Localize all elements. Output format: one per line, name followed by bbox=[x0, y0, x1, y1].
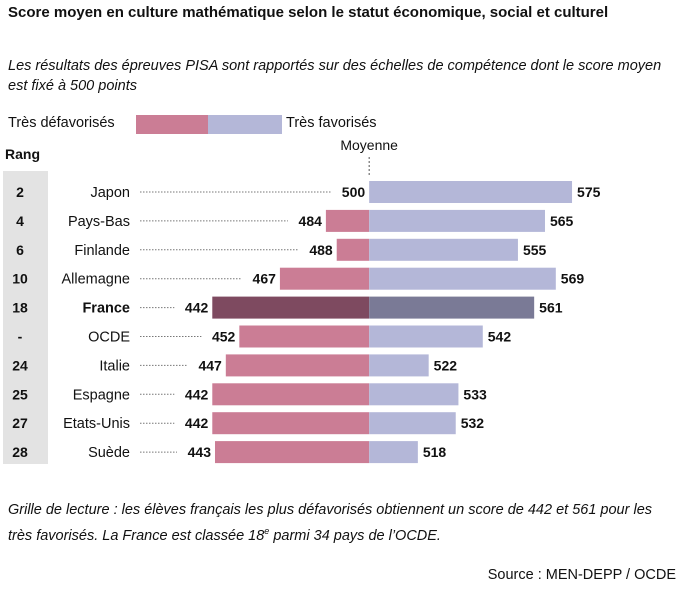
country-label: Suède bbox=[88, 445, 130, 461]
bar-high bbox=[369, 238, 518, 261]
bar-high bbox=[369, 267, 556, 290]
bar-low bbox=[214, 441, 370, 464]
rank-label: - bbox=[18, 329, 23, 345]
bar-high bbox=[369, 296, 535, 319]
high-value-label: 533 bbox=[463, 386, 487, 402]
low-value-label: 447 bbox=[198, 357, 222, 373]
source-note: Source : MEN-DEPP / OCDE bbox=[487, 567, 676, 583]
reading-guide-superscript: e bbox=[264, 526, 270, 536]
country-label: Espagne bbox=[73, 387, 130, 403]
rank-header: Rang bbox=[5, 146, 40, 162]
country-label: Pays-Bas bbox=[68, 214, 130, 230]
rank-label: 24 bbox=[12, 357, 28, 373]
rank-label: 6 bbox=[16, 242, 24, 258]
low-value-label: 484 bbox=[299, 213, 323, 229]
rank-label: 25 bbox=[12, 386, 28, 402]
low-value-label: 488 bbox=[309, 242, 333, 258]
bar-low bbox=[279, 267, 370, 290]
country-label: Etats-Unis bbox=[63, 416, 130, 432]
country-label: Allemagne bbox=[61, 272, 130, 288]
high-value-label: 565 bbox=[550, 213, 574, 229]
bar-high bbox=[369, 412, 456, 435]
bar-low bbox=[212, 383, 370, 406]
high-value-label: 522 bbox=[434, 357, 458, 373]
reading-guide: Grille de lecture : les élèves français … bbox=[8, 500, 678, 547]
high-value-label: 532 bbox=[461, 415, 485, 431]
rank-label: 28 bbox=[12, 444, 28, 460]
bar-high bbox=[369, 181, 573, 203]
bar-low bbox=[336, 238, 370, 261]
low-value-label: 443 bbox=[188, 444, 212, 460]
chart-title: Score moyen en culture mathématique selo… bbox=[8, 4, 609, 21]
legend-swatch-high bbox=[208, 115, 282, 134]
bar-high bbox=[369, 354, 429, 377]
legend-swatch-low bbox=[136, 115, 208, 134]
bar-high bbox=[369, 325, 483, 348]
country-label: Italie bbox=[99, 358, 130, 374]
low-value-label: 442 bbox=[185, 415, 209, 431]
bar-low bbox=[212, 296, 370, 319]
country-label: France bbox=[82, 301, 130, 317]
reading-guide-end: parmi 34 pays de l’OCDE. bbox=[269, 527, 441, 544]
chart-plot: Moyenne 2 Japon 500 575 4 Pays-Bas 484 565 6 Finla… bbox=[3, 137, 601, 464]
high-value-label: 555 bbox=[523, 242, 547, 258]
bar-low bbox=[325, 209, 370, 232]
high-value-label: 569 bbox=[561, 271, 585, 287]
legend-label-low: Très défavorisés bbox=[8, 115, 115, 131]
rank-label: 18 bbox=[12, 300, 28, 316]
reference-label: Moyenne bbox=[340, 137, 398, 153]
chart-subtitle: Les résultats des épreuves PISA sont rap… bbox=[8, 58, 662, 94]
rank-label: 4 bbox=[16, 213, 24, 229]
bar-high bbox=[369, 383, 459, 406]
low-value-label: 442 bbox=[185, 386, 209, 402]
reading-guide-text: Grille de lecture : les élèves français … bbox=[8, 502, 653, 544]
country-label: Japon bbox=[90, 185, 130, 201]
high-value-label: 542 bbox=[488, 329, 512, 345]
rank-label: 10 bbox=[12, 271, 28, 287]
rank-label: 27 bbox=[12, 415, 28, 431]
bar-low bbox=[239, 325, 370, 348]
low-value-label: 467 bbox=[253, 271, 277, 287]
legend-label-high: Très favorisés bbox=[286, 115, 377, 131]
low-value-label: 500 bbox=[342, 184, 366, 200]
rank-column-background bbox=[3, 171, 48, 464]
bar-high bbox=[369, 209, 545, 232]
high-value-label: 561 bbox=[539, 300, 563, 316]
country-label: Finlande bbox=[74, 243, 130, 259]
bar-low bbox=[212, 412, 370, 435]
country-label: OCDE bbox=[88, 330, 130, 346]
rank-label: 2 bbox=[16, 184, 24, 200]
high-value-label: 575 bbox=[577, 184, 601, 200]
low-value-label: 452 bbox=[212, 329, 236, 345]
bar-high bbox=[369, 441, 418, 464]
high-value-label: 518 bbox=[423, 444, 447, 460]
bar-low bbox=[225, 354, 370, 377]
low-value-label: 442 bbox=[185, 300, 209, 316]
